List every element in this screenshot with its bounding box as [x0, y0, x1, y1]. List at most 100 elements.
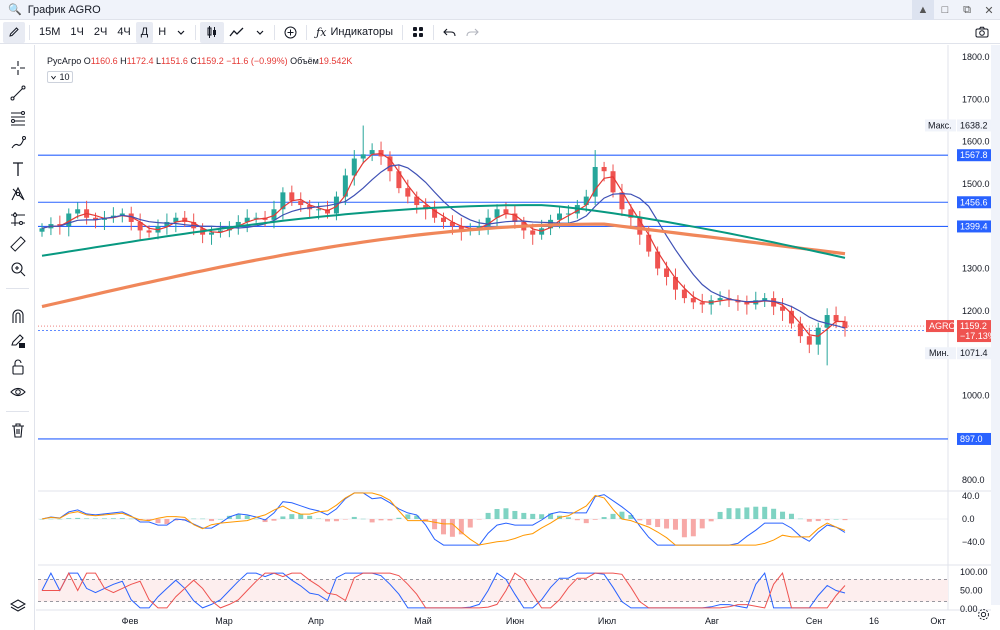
min-label: Мин.	[929, 348, 949, 358]
time-axis-label: Авг	[705, 616, 720, 626]
text-tool-icon[interactable]	[7, 158, 28, 179]
candle-body	[253, 217, 259, 219]
ruler-icon[interactable]	[7, 233, 28, 254]
zoom-in-icon[interactable]	[7, 258, 28, 279]
macd-bar	[458, 519, 464, 535]
chevron-down-icon[interactable]	[171, 22, 191, 43]
macd-bar	[191, 518, 197, 520]
interval-day[interactable]: Д	[135, 21, 154, 43]
undo-icon[interactable]	[438, 22, 461, 43]
crosshair-icon[interactable]	[7, 57, 28, 78]
macd-bar	[244, 515, 250, 519]
macd-bar	[521, 512, 527, 519]
stoch-axis-tick: 100.00	[960, 567, 988, 577]
indicators-label: Индикаторы	[330, 26, 393, 38]
macd-bar	[209, 519, 215, 522]
current-change: −17.13%	[960, 331, 991, 341]
macd-bar	[601, 517, 607, 519]
candle-body	[512, 213, 518, 222]
price-level-badge	[957, 432, 991, 445]
trend-line-icon[interactable]	[7, 82, 28, 103]
layout-grid-icon[interactable]	[407, 22, 429, 43]
lock-icon[interactable]	[7, 356, 28, 377]
macd-bar	[432, 519, 438, 530]
macd-bar	[325, 519, 331, 522]
chart-type-chevron-icon[interactable]	[250, 22, 270, 43]
legend-high: 1172.4	[126, 56, 154, 66]
pattern-icon[interactable]	[7, 183, 28, 204]
right-scroll-strip[interactable]	[991, 45, 1000, 605]
macd-bar	[307, 515, 313, 519]
macd-bar	[39, 519, 45, 520]
macd-bar	[681, 519, 687, 538]
symbol-badge	[926, 320, 954, 333]
candle-body	[360, 154, 366, 159]
macd-bar	[48, 518, 54, 520]
candle-body	[771, 298, 777, 307]
fib-levels-icon[interactable]	[7, 107, 28, 128]
legend-low: 1151.6	[161, 56, 188, 66]
macd-bar	[771, 508, 777, 519]
top-toolbar: 15М 1Ч 2Ч 4Ч Д Н ƒx Индикаторы	[0, 21, 1000, 44]
macd-bar	[780, 511, 786, 519]
macd-bar	[378, 519, 384, 521]
candle-body	[209, 232, 215, 235]
magnet-icon[interactable]	[7, 305, 28, 326]
macd-bar	[280, 516, 286, 519]
candle-body	[565, 213, 571, 215]
interval-4h[interactable]: 4Ч	[117, 26, 131, 38]
camera-icon[interactable]	[970, 22, 994, 43]
legend-symbol-name: РусАгро	[47, 56, 82, 66]
macd-bar	[101, 518, 107, 519]
candles-icon[interactable]	[200, 21, 225, 43]
candle-body	[485, 217, 491, 227]
search-icon[interactable]: 🔍	[8, 4, 22, 16]
pencil-icon[interactable]	[3, 21, 25, 43]
stoch-d-line	[42, 572, 846, 609]
candle-body	[690, 298, 696, 303]
candle-body	[503, 209, 509, 214]
ma-slow-line	[41, 204, 846, 259]
legend-volume: 19.542K	[318, 56, 353, 66]
candle-body	[842, 321, 848, 329]
macd-bar	[235, 514, 241, 519]
indicators-button[interactable]: ƒx Индикаторы	[311, 22, 398, 43]
interval-week[interactable]: Н	[158, 26, 167, 38]
restore-button[interactable]: □	[941, 4, 949, 16]
time-axis-label: Фев	[122, 616, 139, 626]
macd-bar	[744, 507, 750, 519]
layers-icon[interactable]	[7, 595, 28, 616]
candle-body	[93, 217, 99, 220]
macd-bar	[342, 519, 348, 520]
interval-1h[interactable]: 1Ч	[70, 26, 84, 38]
eye-icon[interactable]	[7, 381, 28, 402]
trash-icon[interactable]	[7, 419, 28, 440]
price-chart[interactable]: 1800.01700.01600.01500.01400.01300.01200…	[36, 45, 991, 630]
interval-15m[interactable]: 15М	[39, 26, 61, 38]
macd-bar	[164, 519, 170, 525]
chart-type-line-icon[interactable]	[224, 22, 250, 43]
compare-plus-icon[interactable]	[279, 22, 302, 43]
redo-icon[interactable]	[461, 22, 484, 43]
projection-icon[interactable]	[7, 208, 28, 229]
window-title: График AGRO	[27, 3, 101, 16]
brush-icon[interactable]	[7, 132, 28, 153]
draw-lock-pencil-icon[interactable]	[7, 330, 28, 351]
legend-chevron-icon	[51, 75, 57, 80]
candle-body	[57, 224, 63, 227]
candle-body	[592, 166, 598, 197]
candle-body	[637, 217, 643, 235]
close-button[interactable]: ✕	[984, 4, 994, 17]
settings-gear-icon[interactable]	[977, 608, 990, 624]
price-level-label: 897.0	[960, 434, 983, 444]
price-axis-tick: 1200.0	[962, 306, 990, 316]
popout-button[interactable]: ⧉	[963, 3, 971, 16]
max-value: 1638.2	[960, 120, 988, 130]
candle-body	[780, 306, 786, 311]
collapse-button[interactable]: ▲	[912, 0, 934, 20]
time-axis-label: Апр	[308, 616, 324, 626]
macd-bar	[369, 519, 375, 523]
interval-2h[interactable]: 2Ч	[93, 26, 108, 38]
macd-bar	[664, 519, 670, 529]
legend-indicator-toggle[interactable]: 10	[47, 71, 73, 83]
